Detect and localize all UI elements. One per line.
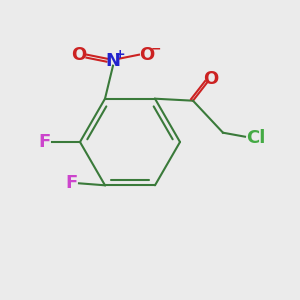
Text: N: N [106, 52, 121, 70]
Text: −: − [151, 42, 161, 55]
Text: Cl: Cl [246, 129, 266, 147]
Text: +: + [115, 48, 125, 61]
Text: O: O [71, 46, 87, 64]
Text: F: F [66, 174, 78, 192]
Text: O: O [203, 70, 219, 88]
Text: O: O [140, 46, 154, 64]
Text: F: F [39, 133, 51, 151]
